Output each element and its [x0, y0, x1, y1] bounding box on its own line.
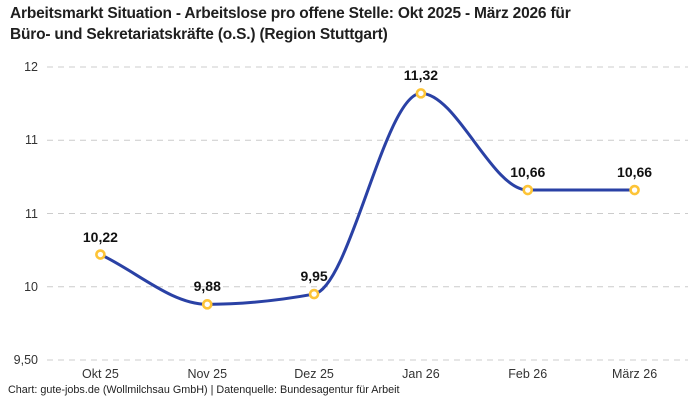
x-tick-label: März 26	[612, 367, 658, 381]
x-tick-label: Okt 25	[81, 367, 119, 381]
data-point-marker[interactable]	[95, 249, 106, 260]
data-point-marker[interactable]	[629, 184, 640, 196]
data-point-label: 10,22	[82, 228, 118, 245]
x-tick-label: Dez 25	[294, 367, 334, 381]
data-point-marker[interactable]	[522, 184, 534, 196]
data-point-marker[interactable]	[308, 288, 320, 300]
data-point-label: 10,66	[617, 164, 653, 181]
series-line	[99, 91, 635, 306]
y-tick-label: 10	[24, 279, 38, 294]
chart-title-line-2: Büro- und Sekretariatskräfte (o.S.) (Reg…	[10, 26, 388, 43]
data-point-label: 10,66	[510, 164, 546, 181]
data-point-marker[interactable]	[201, 299, 213, 310]
y-tick-label: 9,50	[13, 353, 38, 367]
y-tick-label: 11	[25, 206, 38, 221]
footer-credit: Chart: gute-jobs.de (Wollmilchsau GmbH) …	[8, 384, 400, 396]
chart-title-line-1: Arbeitsmarkt Situation - Arbeitslose pro…	[10, 5, 571, 22]
y-tick-label: 11	[25, 133, 38, 148]
data-point-marker[interactable]	[415, 88, 427, 99]
x-tick-label: Jan 26	[402, 367, 440, 381]
x-tick-label: Nov 25	[187, 367, 228, 381]
data-point-label: 9,95	[300, 268, 328, 285]
data-point-label: 9,88	[193, 278, 221, 295]
x-tick-label: Feb 26	[508, 367, 548, 381]
chart-title: Arbeitsmarkt Situation - Arbeitslose pro…	[10, 3, 690, 45]
data-point-label: 11,32	[403, 67, 439, 84]
y-tick-label: 12	[24, 60, 38, 74]
